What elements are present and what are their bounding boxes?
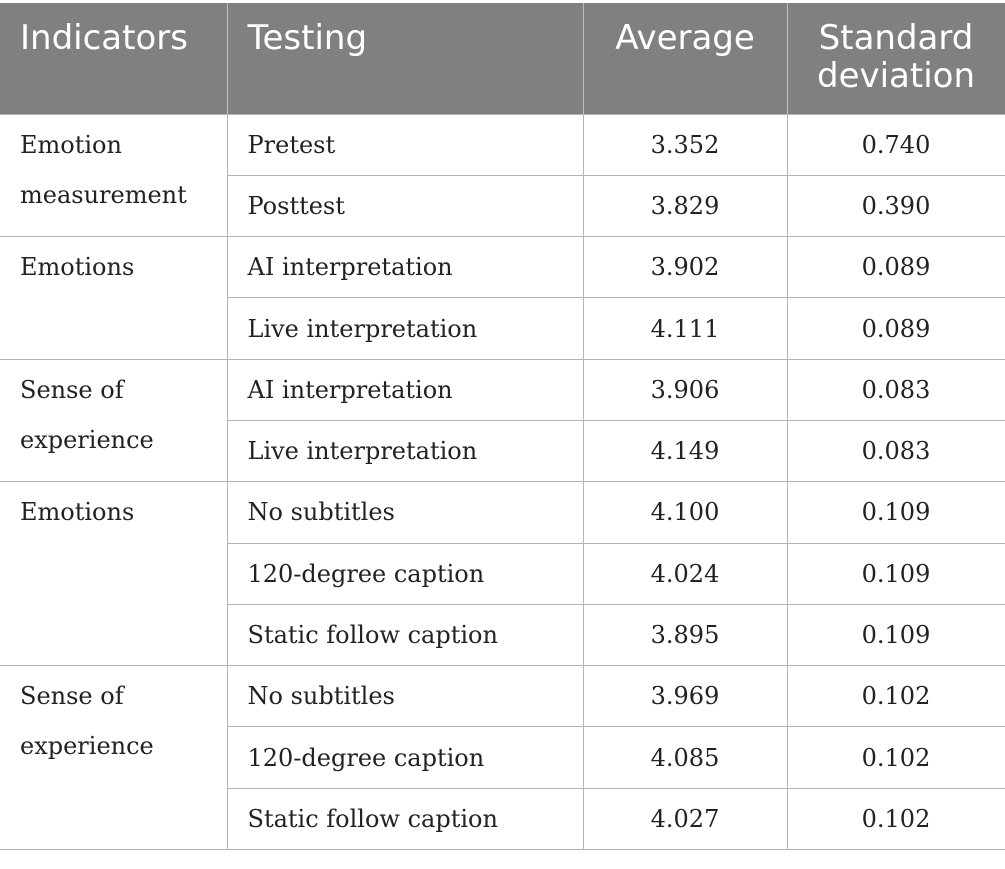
indicator-cell: Emotions <box>0 481 227 667</box>
std-deviation-cell: 0.102 <box>786 726 1005 789</box>
header-std-line2: deviation <box>816 56 976 96</box>
std-deviation-cell: 0.390 <box>786 175 1005 238</box>
indicator-cell: Emotion measurement <box>0 113 227 238</box>
std-deviation-cell: 0.102 <box>786 665 1005 728</box>
table-row: Sense of experience AI interpretation 3.90… <box>0 359 1005 483</box>
testing-cell: Static follow caption <box>226 604 583 667</box>
indicator-cell: Sense of experience <box>0 359 227 483</box>
average-cell: 3.352 <box>582 113 787 176</box>
table-row: Emotions No subtitles 4.100 0.109 <box>0 481 1005 667</box>
table-row: Emotion measurement Pretest 3.352 0.740 <box>0 113 1005 238</box>
average-cell: 4.149 <box>582 420 787 483</box>
table-body: Emotion measurement Pretest 3.352 0.740 Post… <box>0 113 1005 851</box>
table-row: Live interpretation 4.149 0.083 <box>0 420 1005 483</box>
table-row: Sense of experience No subtitles 3.969 0.10… <box>0 665 1005 851</box>
table-row: 120-degree caption 4.085 0.102 <box>0 726 1005 789</box>
average-cell: 4.027 <box>582 788 787 851</box>
table-row: Static follow caption 4.027 0.102 <box>0 788 1005 851</box>
header-average: Average <box>582 3 787 114</box>
testing-cell: Live interpretation <box>226 420 583 483</box>
table-row: Static follow caption 3.895 0.109 <box>0 604 1005 667</box>
header-indicators: Indicators <box>0 3 227 114</box>
table-row: Emotions AI interpretation 3.902 0.089 <box>0 236 1005 360</box>
average-cell: 4.100 <box>582 481 787 544</box>
indicator-cell: Sense of experience <box>0 665 227 851</box>
testing-cell: Pretest <box>226 113 583 176</box>
header-std-line1: Standard <box>818 18 974 58</box>
std-deviation-cell: 0.109 <box>786 604 1005 667</box>
table-header: Indicators Testing Average Standard devia… <box>0 3 1005 114</box>
std-deviation-cell: 0.083 <box>786 359 1005 421</box>
std-deviation-cell: 0.089 <box>786 236 1005 299</box>
table-row: Live interpretation 4.111 0.089 <box>0 297 1005 360</box>
average-cell: 4.111 <box>582 297 787 360</box>
std-deviation-cell: 0.109 <box>786 543 1005 605</box>
average-cell: 3.902 <box>582 236 787 299</box>
testing-cell: Posttest <box>226 175 583 238</box>
average-cell: 4.024 <box>582 543 787 605</box>
average-cell: 3.829 <box>582 175 787 238</box>
testing-cell: No subtitles <box>226 665 583 728</box>
std-deviation-cell: 0.740 <box>786 113 1005 176</box>
testing-cell: Static follow caption <box>226 788 583 851</box>
testing-cell: 120-degree caption <box>226 543 583 605</box>
testing-cell: No subtitles <box>226 481 583 544</box>
std-deviation-cell: 0.083 <box>786 420 1005 483</box>
table-row: 120-degree caption 4.024 0.109 <box>0 543 1005 605</box>
header-standard-deviation: Standard deviation <box>786 3 1005 114</box>
indicator-cell: Emotions <box>0 236 227 360</box>
average-cell: 4.085 <box>582 726 787 789</box>
average-cell: 3.906 <box>582 359 787 421</box>
std-deviation-cell: 0.109 <box>786 481 1005 544</box>
std-deviation-cell: 0.102 <box>786 788 1005 851</box>
average-cell: 3.969 <box>582 665 787 728</box>
table-row: Posttest 3.829 0.390 <box>0 175 1005 238</box>
testing-cell: AI interpretation <box>226 236 583 299</box>
std-deviation-cell: 0.089 <box>786 297 1005 360</box>
testing-cell: AI interpretation <box>226 359 583 421</box>
testing-cell: 120-degree caption <box>226 726 583 789</box>
average-cell: 3.895 <box>582 604 787 667</box>
header-testing: Testing <box>226 3 583 114</box>
testing-cell: Live interpretation <box>226 297 583 360</box>
statistics-table: Indicators Testing Average Standard devia… <box>0 3 1005 851</box>
header-row: Indicators Testing Average Standard devia… <box>0 3 1005 114</box>
